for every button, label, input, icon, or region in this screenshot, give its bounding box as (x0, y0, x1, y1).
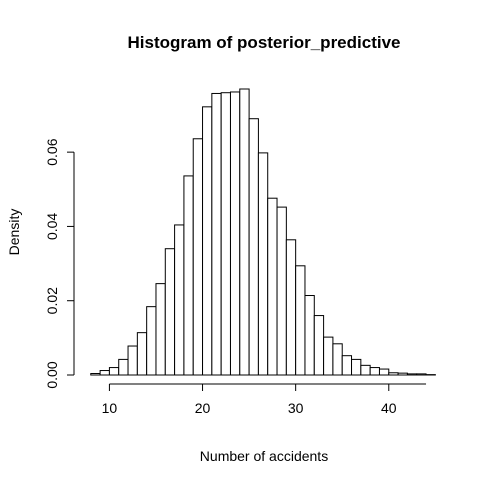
histogram-bar (333, 344, 342, 375)
x-tick-label: 40 (381, 400, 397, 416)
histogram-bar (417, 374, 426, 375)
histogram-bar (240, 89, 249, 375)
histogram-bar (230, 92, 239, 375)
histogram-bar (109, 368, 118, 375)
histogram-bar (342, 356, 351, 375)
histogram-bar (314, 316, 323, 375)
histogram-bar (175, 225, 184, 375)
histogram-bar (379, 369, 388, 375)
histogram-bar (119, 359, 128, 375)
histogram-bar (324, 337, 333, 375)
histogram-bar (352, 359, 361, 375)
y-tick-label: 0.04 (44, 213, 60, 240)
histogram-bar (128, 346, 137, 375)
histogram-bar (370, 368, 379, 375)
histogram-bar (165, 249, 174, 375)
y-tick-label: 0.06 (44, 138, 60, 165)
y-tick-label: 0.00 (44, 361, 60, 388)
chart-title: Histogram of posterior_predictive (127, 33, 400, 52)
histogram-bar (212, 93, 221, 375)
x-tick-label: 20 (195, 400, 211, 416)
histogram-bar (286, 240, 295, 375)
histogram-bars (91, 89, 436, 375)
histogram-bar (305, 296, 314, 375)
y-tick-label: 0.02 (44, 287, 60, 314)
histogram-bar (361, 365, 370, 375)
histogram-bar (258, 153, 267, 375)
histogram-bar (137, 333, 146, 375)
histogram-bar (296, 266, 305, 375)
y-axis: 0.00 0.02 0.04 0.06 (44, 138, 74, 388)
histogram-bar (249, 119, 258, 375)
histogram-bar (91, 374, 100, 375)
histogram-bar (156, 284, 165, 375)
histogram-bar (100, 371, 109, 375)
histogram-bar (193, 139, 202, 375)
x-axis: 10 20 30 40 (102, 384, 426, 416)
x-axis-label: Number of accidents (200, 448, 328, 464)
histogram-bar (389, 373, 398, 375)
histogram-bar (407, 374, 416, 375)
y-axis-label: Density (6, 209, 22, 256)
x-tick-label: 10 (102, 400, 118, 416)
histogram-bar (268, 198, 277, 375)
histogram-bar (277, 207, 286, 375)
histogram-bar (147, 307, 156, 375)
histogram-bar (203, 107, 212, 375)
x-tick-label: 30 (288, 400, 304, 416)
histogram-bar (184, 176, 193, 375)
histogram-bar (221, 93, 230, 375)
histogram-bar (398, 373, 407, 375)
